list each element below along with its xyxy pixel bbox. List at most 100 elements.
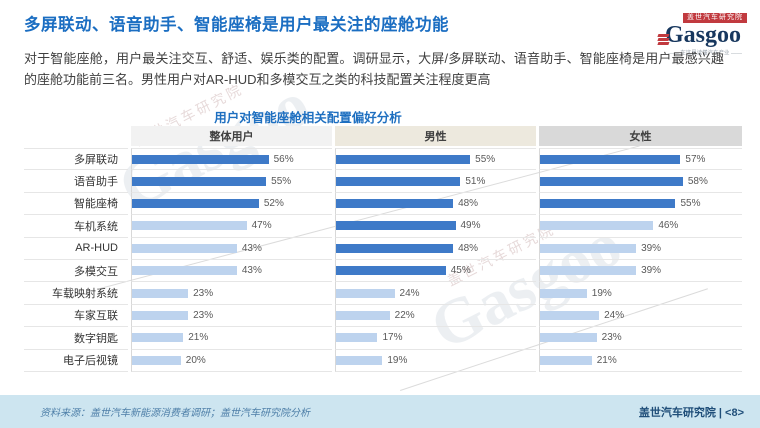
bar-value-label: 43% xyxy=(241,242,262,254)
bar-value-label: 49% xyxy=(460,220,481,232)
bar-整体用户-多屏联动 xyxy=(132,154,269,164)
category-label: 车载映射系统 xyxy=(24,282,128,305)
bar-cell: 45% xyxy=(335,259,536,283)
bar-cell: 20% xyxy=(131,349,332,372)
bar-女性-车载映射系统 xyxy=(540,288,587,298)
bar-value-label: 19% xyxy=(387,354,408,366)
bar-value-label: 55% xyxy=(271,175,292,187)
footer-bar: 资料来源：盖世汽车新能源消费者调研；盖世汽车研究院分析 盖世汽车研究院 | <8… xyxy=(0,395,760,428)
bar-男性-多屏联动 xyxy=(336,154,471,164)
bar-cell: 23% xyxy=(131,282,332,305)
bar-整体用户-车家互联 xyxy=(132,310,189,320)
bar-value-label: 21% xyxy=(188,332,209,344)
bar-cell: 57% xyxy=(539,148,742,171)
category-label: 电子后视镜 xyxy=(24,350,128,372)
bar-cell: 55% xyxy=(539,192,742,216)
footer-page-label: 盖世汽车研究院 | <8> xyxy=(638,406,744,419)
bar-value-label: 24% xyxy=(604,309,625,321)
bar-女性-多屏联动 xyxy=(540,154,681,164)
bar-男性-语音助手 xyxy=(336,176,461,186)
bar-cell: 47% xyxy=(131,215,332,238)
footer-source-note: 资料来源：盖世汽车新能源消费者调研；盖世汽车研究院分析 xyxy=(40,408,310,419)
bar-cell: 17% xyxy=(335,327,536,350)
logo-banner-label: 盖世汽车研究院 xyxy=(683,13,747,23)
chart-title: 用户对智能座舱相关配置偏好分析 xyxy=(214,111,402,125)
bar-男性-车家互联 xyxy=(336,310,390,320)
bar-cell: 48% xyxy=(335,192,536,216)
bar-男性-电子后视镜 xyxy=(336,355,383,365)
bar-女性-多模交互 xyxy=(540,266,637,276)
bar-女性-车机系统 xyxy=(540,221,654,231)
bar-男性-AR-HUD xyxy=(336,243,454,253)
chart-corner xyxy=(24,126,128,148)
bar-value-label: 21% xyxy=(596,354,617,366)
bar-cell: 55% xyxy=(335,148,536,171)
bar-女性-数字钥匙 xyxy=(540,333,597,343)
bar-cell: 24% xyxy=(335,282,536,305)
logo-wordmark: Gasgoo xyxy=(657,22,748,48)
logo-g-stripes-icon xyxy=(657,34,670,45)
bar-cell: 39% xyxy=(539,237,742,260)
column-header-1: 整体用户 xyxy=(131,126,332,146)
bar-男性-车机系统 xyxy=(336,221,456,231)
bar-value-label: 23% xyxy=(193,309,214,321)
bar-整体用户-车机系统 xyxy=(132,221,247,231)
category-label: 车家互联 xyxy=(24,305,128,328)
bar-value-label: 48% xyxy=(458,197,479,209)
bar-女性-电子后视镜 xyxy=(540,355,592,365)
bar-cell: 21% xyxy=(131,327,332,350)
bar-value-label: 48% xyxy=(458,242,479,254)
bar-女性-智能座椅 xyxy=(540,198,676,208)
bar-cell: 23% xyxy=(539,327,742,350)
bar-value-label: 24% xyxy=(399,287,420,299)
bar-cell: 56% xyxy=(131,148,332,171)
preference-chart: 整体用户 男性 女性 多屏联动 56% 55% 57% 语音助手 55% 51% 58% 智能座椅 52… xyxy=(24,126,742,372)
bar-value-label: 56% xyxy=(273,153,294,165)
logo-brand-text: Gasgoo xyxy=(664,22,741,48)
bar-cell: 51% xyxy=(335,170,536,193)
intro-paragraph: 对于智能座舱，用户最关注交互、舒适、娱乐类的配置。调研显示，大屏/多屏联动、语音… xyxy=(24,51,724,87)
bar-男性-车载映射系统 xyxy=(336,288,395,298)
category-label: 车机系统 xyxy=(24,215,128,238)
bar-value-label: 23% xyxy=(193,287,214,299)
bar-value-label: 19% xyxy=(591,287,612,299)
bar-cell: 58% xyxy=(539,170,742,193)
bar-value-label: 45% xyxy=(450,265,471,277)
bar-value-label: 52% xyxy=(263,197,284,209)
bar-cell: 46% xyxy=(539,215,742,238)
bar-整体用户-数字钥匙 xyxy=(132,333,184,343)
bar-cell: 19% xyxy=(335,349,536,372)
bar-value-label: 55% xyxy=(475,153,496,165)
bar-value-label: 57% xyxy=(685,153,706,165)
bar-value-label: 58% xyxy=(687,175,708,187)
bar-value-label: 17% xyxy=(382,332,403,344)
bar-男性-智能座椅 xyxy=(336,198,454,208)
bar-整体用户-电子后视镜 xyxy=(132,355,181,365)
bar-cell: 49% xyxy=(335,215,536,238)
bar-男性-多模交互 xyxy=(336,266,446,276)
bar-value-label: 55% xyxy=(680,197,701,209)
category-label: 数字钥匙 xyxy=(24,327,128,350)
bar-value-label: 39% xyxy=(641,242,662,254)
bar-cell: 55% xyxy=(131,170,332,193)
bar-男性-数字钥匙 xyxy=(336,333,378,343)
category-label: 智能座椅 xyxy=(24,193,128,216)
bar-整体用户-多模交互 xyxy=(132,266,237,276)
bar-cell: 24% xyxy=(539,304,742,328)
bar-cell: 48% xyxy=(335,237,536,260)
bar-女性-车家互联 xyxy=(540,310,600,320)
bar-cell: 22% xyxy=(335,304,536,328)
bar-cell: 19% xyxy=(539,282,742,305)
bar-value-label: 43% xyxy=(241,265,262,277)
bar-cell: 21% xyxy=(539,349,742,372)
category-label: 语音助手 xyxy=(24,170,128,193)
category-label: 多屏联动 xyxy=(24,148,128,171)
bar-整体用户-语音助手 xyxy=(132,176,267,186)
bar-value-label: 47% xyxy=(251,220,272,232)
bar-value-label: 51% xyxy=(465,175,486,187)
column-header-2: 男性 xyxy=(335,126,536,146)
bar-cell: 23% xyxy=(131,304,332,328)
bar-cell: 43% xyxy=(131,259,332,283)
category-label: 多模交互 xyxy=(24,260,128,283)
